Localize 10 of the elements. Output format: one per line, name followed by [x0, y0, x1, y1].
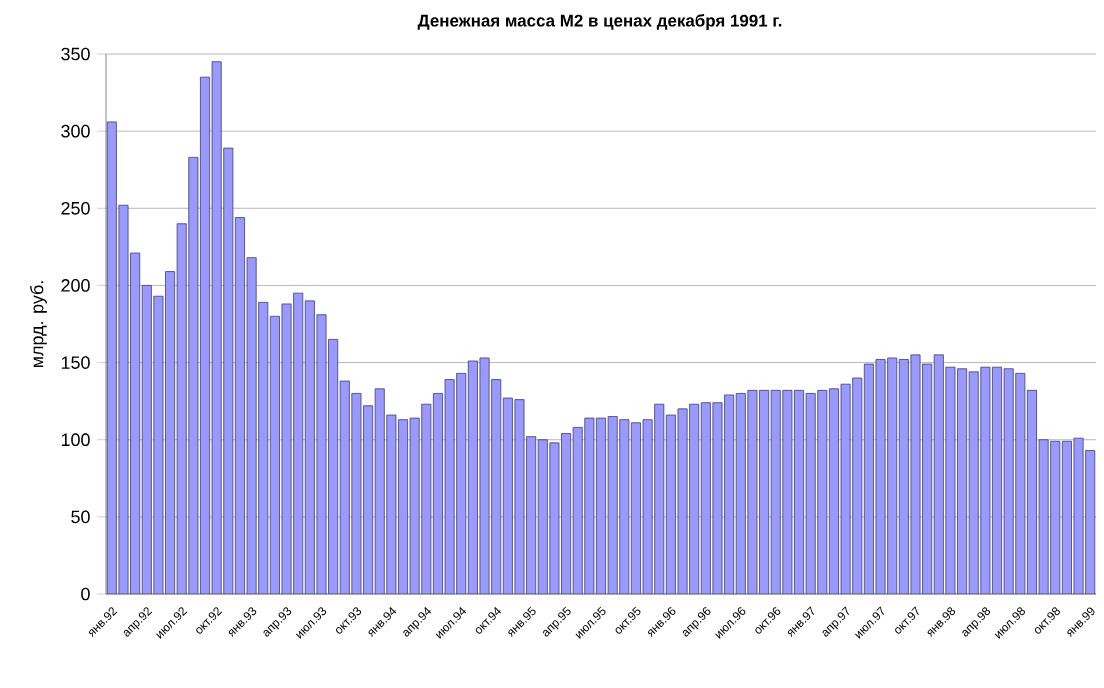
chart-title: Денежная масса М2 в ценах декабря 1991 г.	[417, 14, 782, 30]
y-tick-label: 250	[61, 201, 90, 215]
y-tick-label: 300	[61, 124, 90, 138]
y-tick-label: 150	[61, 356, 90, 369]
y-tick-label: 100	[61, 433, 90, 447]
y-tick-label: 0	[81, 587, 90, 601]
y-tick-label: 50	[71, 510, 90, 524]
y-tick-label: 350	[61, 47, 90, 61]
y-tick-label: 200	[61, 279, 90, 292]
y-axis-title: млрд. руб.	[29, 281, 47, 368]
